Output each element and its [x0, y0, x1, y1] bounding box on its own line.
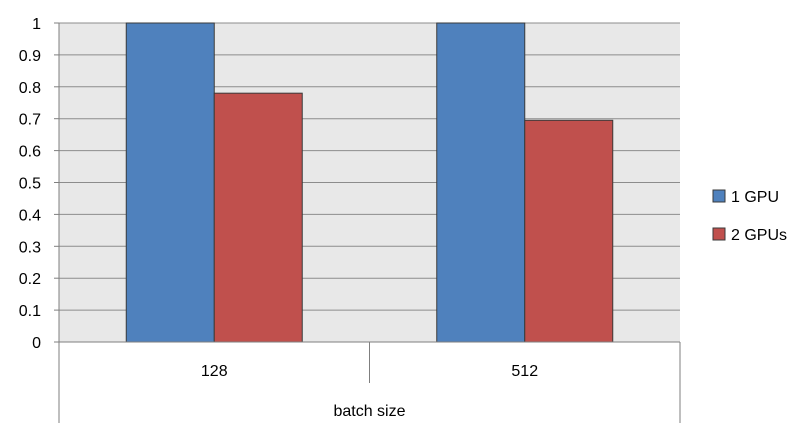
y-tick-label: 0.6 [19, 144, 41, 161]
y-tick-label: 0.5 [19, 176, 41, 193]
bar-2-gpus-128 [213, 92, 303, 343]
y-tick-label: 0.3 [19, 239, 41, 256]
y-tick-label: 0 [32, 335, 41, 352]
bars [125, 22, 614, 343]
legend-swatch [712, 227, 726, 241]
y-tick-label: 0.1 [19, 303, 41, 320]
axes [54, 22, 681, 423]
y-tick-label: 0.7 [19, 112, 41, 129]
y-tick-label: 0.2 [19, 271, 41, 288]
y-tick-label: 0.8 [19, 80, 41, 97]
x-category-labels: 128 512 [201, 363, 538, 380]
bar-1-gpu-128 [125, 22, 215, 343]
bar-2-gpus-512 [524, 119, 614, 343]
y-tick-label: 0.9 [19, 48, 41, 65]
legend-label: 2 GPUs [731, 227, 787, 244]
legend-label: 1 GPU [731, 189, 779, 206]
x-category-label: 512 [511, 363, 538, 380]
bar-1-gpu-512 [436, 22, 526, 343]
legend: 1 GPU 2 GPUs [712, 189, 787, 244]
y-tick-label: 0.4 [19, 207, 41, 224]
x-axis-title: batch size [333, 403, 405, 420]
y-tick-labels: 0 0.1 0.2 0.3 0.4 0.5 0.6 0.7 0.8 0.9 1 [19, 16, 41, 352]
legend-swatch [712, 189, 726, 203]
y-tick-label: 1 [32, 16, 41, 33]
x-category-label: 128 [201, 363, 228, 380]
